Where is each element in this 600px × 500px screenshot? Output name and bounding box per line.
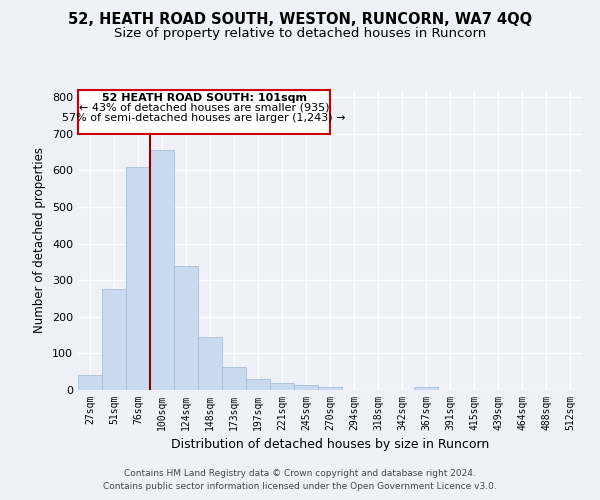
X-axis label: Distribution of detached houses by size in Runcorn: Distribution of detached houses by size … <box>171 438 489 452</box>
Bar <box>126 167 150 390</box>
Text: 52, HEATH ROAD SOUTH, WESTON, RUNCORN, WA7 4QQ: 52, HEATH ROAD SOUTH, WESTON, RUNCORN, W… <box>68 12 532 28</box>
Bar <box>174 266 198 390</box>
FancyBboxPatch shape <box>78 90 330 134</box>
Y-axis label: Number of detached properties: Number of detached properties <box>34 147 46 333</box>
Bar <box>294 385 318 390</box>
Text: Size of property relative to detached houses in Runcorn: Size of property relative to detached ho… <box>114 28 486 40</box>
Bar <box>150 150 174 390</box>
Bar <box>414 387 438 390</box>
Text: ← 43% of detached houses are smaller (935): ← 43% of detached houses are smaller (93… <box>79 102 329 113</box>
Bar <box>318 386 342 390</box>
Text: 52 HEATH ROAD SOUTH: 101sqm: 52 HEATH ROAD SOUTH: 101sqm <box>101 93 307 103</box>
Bar <box>78 376 102 390</box>
Bar <box>270 384 294 390</box>
Bar <box>198 337 222 390</box>
Bar <box>246 379 270 390</box>
Bar <box>222 368 246 390</box>
Bar <box>102 290 126 390</box>
Text: 57% of semi-detached houses are larger (1,243) →: 57% of semi-detached houses are larger (… <box>62 112 346 122</box>
Text: Contains HM Land Registry data © Crown copyright and database right 2024.: Contains HM Land Registry data © Crown c… <box>124 468 476 477</box>
Text: Contains public sector information licensed under the Open Government Licence v3: Contains public sector information licen… <box>103 482 497 491</box>
